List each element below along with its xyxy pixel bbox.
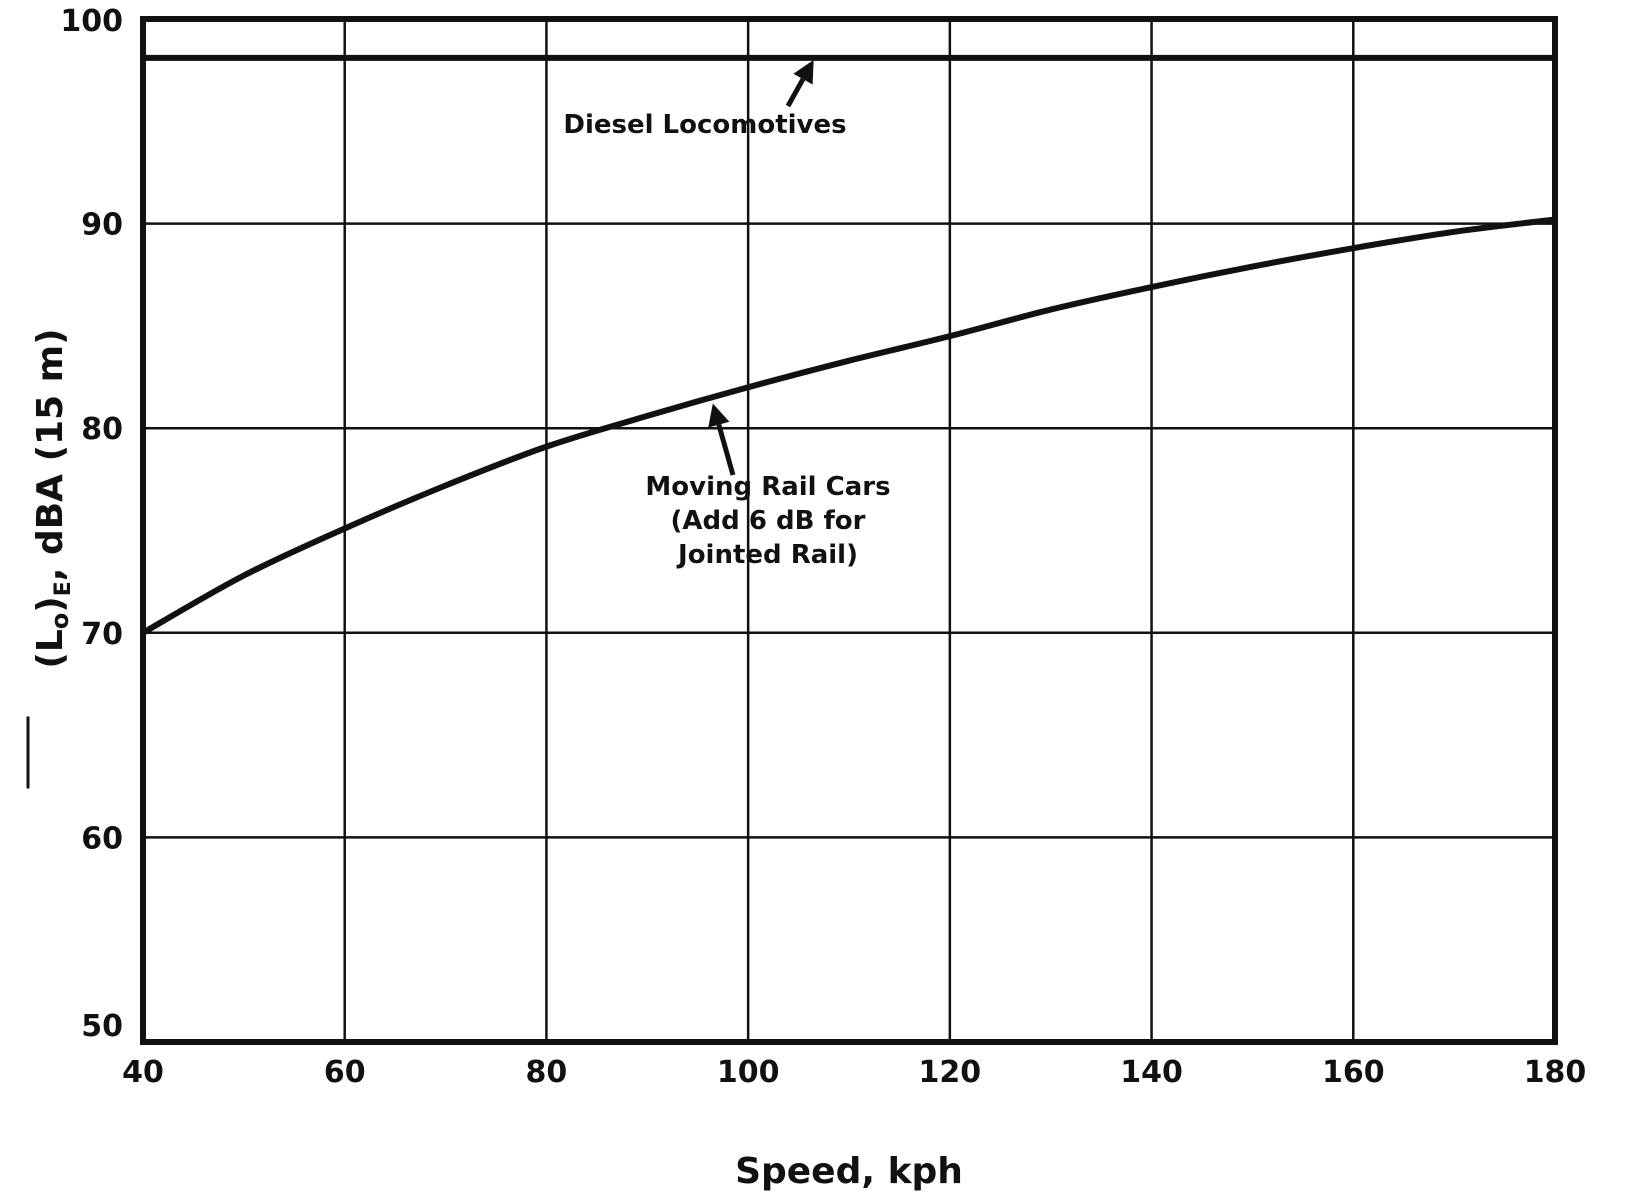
x-tick-label: 140	[1120, 1055, 1183, 1090]
annotation-arrow-rail-cars	[708, 403, 736, 476]
annotation-moving-rail-cars: Moving Rail Cars (Add 6 dB for Jointed Rai…	[645, 472, 890, 570]
plot-frame	[140, 16, 1558, 1045]
x-axis-title: Speed, kph	[735, 1151, 963, 1192]
x-tick-label: 60	[324, 1055, 366, 1090]
arrow-shaft	[716, 424, 736, 476]
series-line-moving-rail-cars	[140, 216, 1558, 636]
arrow-head	[708, 403, 730, 428]
tick-labels: 40 60 80 100 120 140 160 180 50 60 70 80 90 100	[60, 4, 1586, 1090]
x-tick-label: 160	[1322, 1055, 1385, 1090]
y-tick-label: 90	[81, 208, 123, 243]
x-tick-label: 40	[122, 1055, 164, 1090]
y-axis-title-text: (Lo)E, dBA (15 m)	[30, 328, 76, 668]
annotation-line: (Add 6 dB for	[671, 506, 866, 536]
x-tick-label: 120	[919, 1055, 982, 1090]
x-tick-label: 80	[526, 1055, 568, 1090]
x-tick-label: 180	[1524, 1055, 1587, 1090]
y-tick-label: 100	[60, 4, 123, 39]
annotation-diesel-locomotives: Diesel Locomotives	[563, 110, 846, 140]
annotations: Diesel Locomotives Moving Rail Cars (Add 6…	[563, 59, 891, 570]
y-tick-label: 50	[81, 1009, 123, 1044]
y-tick-label: 80	[81, 412, 123, 447]
x-tick-label: 100	[717, 1055, 780, 1090]
y-tick-label: 70	[81, 617, 123, 652]
y-tick-label: 60	[81, 821, 123, 856]
data-series	[140, 54, 1558, 636]
y-axis-title: (Lo)E, dBA (15 m)	[26, 328, 76, 789]
annotation-arrow-diesel	[785, 59, 814, 108]
annotation-line: Jointed Rail)	[676, 540, 858, 570]
arrow-shaft	[785, 77, 806, 108]
annotation-line: Moving Rail Cars	[645, 472, 890, 502]
arrow-head	[793, 59, 814, 85]
